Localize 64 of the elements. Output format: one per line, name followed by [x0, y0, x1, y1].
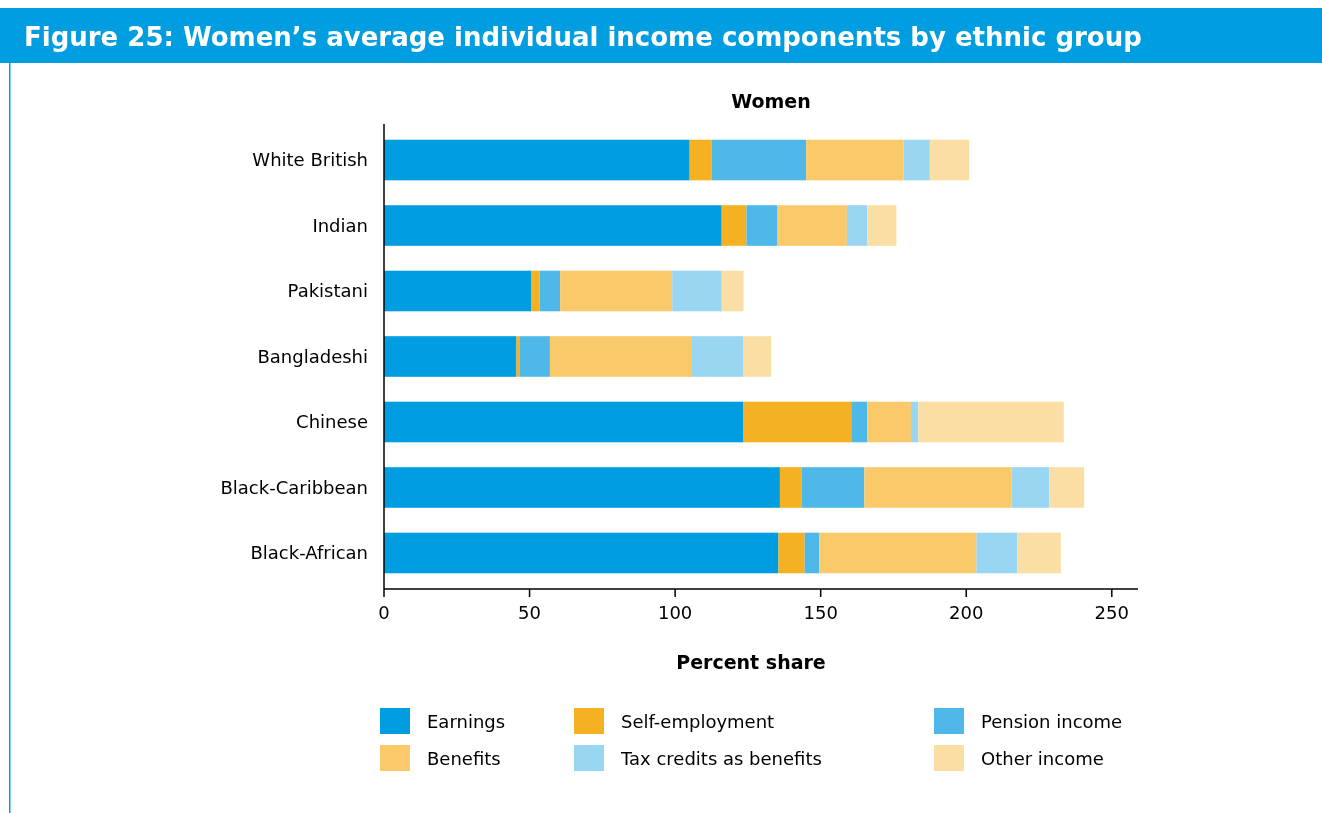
x-tick-label: 100	[657, 602, 693, 623]
y-tick-label: Pakistani	[287, 280, 368, 302]
bar	[539, 270, 561, 312]
bar	[1049, 467, 1085, 508]
y-tick-label: White British	[252, 149, 368, 171]
bar	[743, 401, 852, 443]
bar	[689, 139, 712, 181]
bar	[903, 139, 930, 181]
bar	[1011, 467, 1050, 508]
bar	[867, 205, 897, 246]
bar	[549, 336, 692, 377]
bar	[778, 532, 805, 574]
bar	[672, 270, 722, 312]
bar	[384, 336, 517, 377]
bar	[851, 401, 868, 443]
bar	[519, 336, 550, 377]
y-tick-label: Black-African	[250, 542, 368, 564]
bar	[384, 467, 780, 508]
legend-label: Earnings	[427, 711, 506, 733]
bar	[384, 139, 690, 181]
y-tick-label: Chinese	[296, 411, 368, 433]
bar	[560, 270, 673, 312]
bar	[804, 532, 820, 574]
chart-subtitle: Women	[731, 90, 811, 112]
bar	[867, 401, 911, 443]
bar	[691, 336, 744, 377]
legend-label: Benefits	[427, 748, 501, 770]
x-tick-label: 150	[803, 602, 838, 623]
y-tick-label: Indian	[312, 214, 368, 236]
x-tick-label: 50	[518, 602, 542, 623]
bar	[1017, 532, 1061, 574]
x-tick-label: 0	[378, 602, 390, 623]
bar	[721, 270, 744, 312]
bar	[746, 205, 778, 246]
bar	[918, 401, 1064, 443]
bar	[531, 270, 540, 312]
legend-label: Self-employment	[621, 711, 775, 733]
bar	[721, 205, 747, 246]
y-tick-label: Black-Caribbean	[220, 476, 368, 498]
bar	[384, 532, 779, 574]
bar	[384, 270, 532, 312]
legend-label: Pension income	[981, 711, 1123, 733]
legend-label: Other income	[981, 748, 1104, 770]
bar	[384, 205, 722, 246]
bar	[516, 336, 520, 377]
y-tick-label: Bangladeshi	[257, 345, 368, 367]
x-tick-label: 200	[949, 602, 984, 623]
bar	[976, 532, 1018, 574]
bar	[779, 467, 802, 508]
bar	[801, 467, 865, 508]
x-tick-label: 250	[1094, 602, 1129, 623]
x-axis-title: Percent share	[676, 651, 826, 673]
bar	[777, 205, 847, 246]
legend-label: Tax credits as benefits	[620, 748, 822, 770]
chart-title: Figure 25: Women’s average individual income components by ethnic group	[24, 22, 1142, 52]
bar	[711, 139, 807, 181]
bar	[910, 401, 919, 443]
bar	[864, 467, 1012, 508]
bar	[929, 139, 970, 181]
bar	[743, 336, 772, 377]
bar	[384, 401, 744, 443]
bar	[806, 139, 904, 181]
bar	[819, 532, 977, 574]
bar	[846, 205, 868, 246]
